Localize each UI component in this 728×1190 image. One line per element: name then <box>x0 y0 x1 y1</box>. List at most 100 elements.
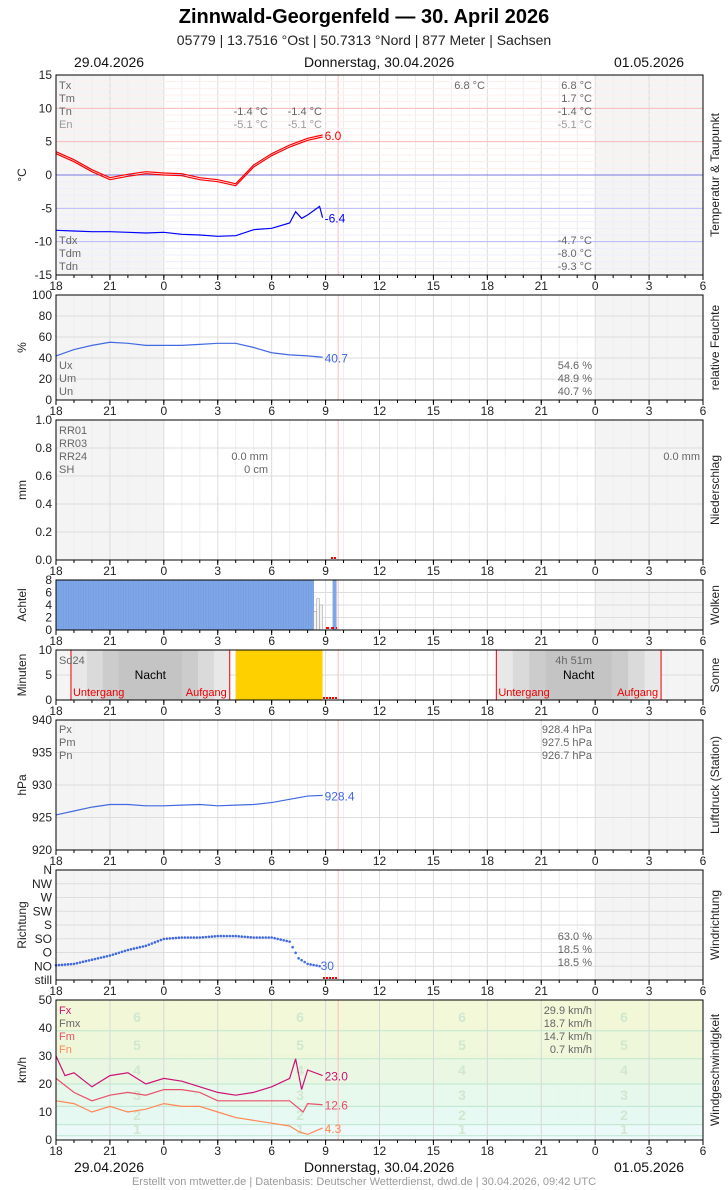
x-tick-label: 21 <box>535 704 549 718</box>
hum-line <box>55 341 323 358</box>
wind-direction-point <box>177 936 181 940</box>
stat-value: -5.1 °C <box>288 119 322 131</box>
sunshine-total: 4h 51m <box>555 655 592 667</box>
y-tick-label: 100 <box>32 288 52 302</box>
y-tick-label: 940 <box>32 713 52 727</box>
stat-value: -8.0 °C <box>558 248 592 260</box>
x-tick-label: 0 <box>160 984 167 998</box>
wind-direction-point <box>249 935 253 939</box>
x-tick-label: 9 <box>322 279 329 293</box>
plot-border <box>55 74 704 276</box>
stat-value: 48.9 % <box>558 373 592 385</box>
x-tick-label: 21 <box>103 1144 117 1158</box>
wind-direction-point <box>195 936 199 939</box>
stat-value: 0 cm <box>244 464 268 476</box>
series-end-label: 30 <box>321 959 335 973</box>
beaufort-label: 5 <box>458 1037 466 1053</box>
stat-name: RR01 <box>59 425 87 437</box>
stat-name: Ux <box>59 360 73 372</box>
y-tick-label: 30 <box>39 1049 53 1063</box>
x-tick-label: 0 <box>592 984 599 998</box>
beaufort-label: 5 <box>620 1037 628 1053</box>
wind-direction-point <box>222 934 226 938</box>
y-axis-label: °C <box>15 168 29 182</box>
wind-direction-point <box>180 936 184 939</box>
wind-direction-point <box>285 939 288 943</box>
x-tick-label: 21 <box>535 854 549 868</box>
y-tick-label: 0 <box>45 393 52 407</box>
wind-direction-point <box>141 945 145 948</box>
x-tick-label: 9 <box>322 984 329 998</box>
beaufort-label: 3 <box>296 1087 304 1103</box>
x-tick-label: 0 <box>160 564 167 578</box>
stat-value: 63.0 % <box>558 931 592 943</box>
beaufort-label: 3 <box>458 1087 466 1103</box>
wind-direction-point <box>213 935 217 938</box>
x-tick-label: 9 <box>322 1144 329 1158</box>
x-tick-label: 15 <box>427 279 441 293</box>
x-tick-label: 3 <box>646 984 653 998</box>
y-tick-label: 920 <box>32 843 52 857</box>
x-tick-label: 3 <box>214 854 221 868</box>
stat-name: Tdn <box>59 261 78 273</box>
sunrise-label: Aufgang <box>186 687 227 699</box>
x-tick-label: 6 <box>268 564 275 578</box>
x-tick-label: 0 <box>160 854 167 868</box>
wind-direction-point <box>255 936 258 939</box>
stat-name: Tx <box>59 80 72 92</box>
wind-direction-point <box>102 955 106 959</box>
wind-direction-point <box>318 964 321 968</box>
y-tick-label: 925 <box>32 811 52 825</box>
sunset-label: Untergang <box>498 687 549 699</box>
wind-direction-point <box>243 935 247 939</box>
x-tick-label: 3 <box>646 279 653 293</box>
x-tick-label: 21 <box>535 984 549 998</box>
wind-gust-line <box>55 1055 323 1096</box>
x-tick-label: 9 <box>322 634 329 648</box>
wind-direction-point <box>66 963 70 966</box>
x-tick-label: 21 <box>535 1144 549 1158</box>
x-tick-label: 12 <box>373 404 387 418</box>
night-shading <box>545 650 612 700</box>
wind-direction-point <box>192 936 196 939</box>
series-end-label: -6.4 <box>325 212 346 226</box>
wind-direction-point <box>279 938 282 941</box>
y-tick-label: 20 <box>39 1077 53 1091</box>
stat-value: 18.5 % <box>558 944 592 956</box>
wind-direction-point <box>156 939 160 943</box>
plot-border <box>55 294 704 401</box>
wind-direction-point <box>144 944 148 948</box>
beaufort-label: 3 <box>133 1087 141 1103</box>
beaufort-label: 6 <box>133 1009 141 1025</box>
wind-direction-point <box>228 934 232 938</box>
stat-name: Un <box>59 386 73 398</box>
series-end-label: 40.7 <box>325 351 349 365</box>
wind-direction-point <box>246 935 250 939</box>
stat-value: -1.4 °C <box>234 106 268 118</box>
wind-direction-point <box>276 937 279 941</box>
stat-name: Px <box>59 724 72 736</box>
x-tick-label: 18 <box>481 634 495 648</box>
beaufort-label: 1 <box>620 1121 628 1137</box>
x-tick-label: 21 <box>103 854 117 868</box>
x-tick-label: 3 <box>214 404 221 418</box>
y-axis-label: Richtung <box>15 901 29 948</box>
date-left-top: 29.04.2026 <box>74 54 145 70</box>
x-tick-label: 9 <box>322 704 329 718</box>
x-tick-label: 3 <box>646 854 653 868</box>
wind-direction-point <box>219 934 223 938</box>
y-tick-label: 8 <box>45 573 52 587</box>
x-tick-label: 6 <box>268 1144 275 1158</box>
cloud-bar <box>319 604 323 631</box>
y-tick-label: 0.2 <box>35 525 52 539</box>
y-tick-label: SO <box>35 932 52 946</box>
wind-direction-point <box>129 948 133 951</box>
x-tick-label: 18 <box>481 279 495 293</box>
wind-direction-point <box>69 962 73 966</box>
wind-direction-point <box>105 954 109 958</box>
stat-value: 18.5 % <box>558 957 592 969</box>
x-tick-label: 0 <box>592 1144 599 1158</box>
wind-direction-point <box>84 959 88 963</box>
x-tick-label: 18 <box>49 1144 63 1158</box>
wind-direction-point <box>57 963 61 967</box>
